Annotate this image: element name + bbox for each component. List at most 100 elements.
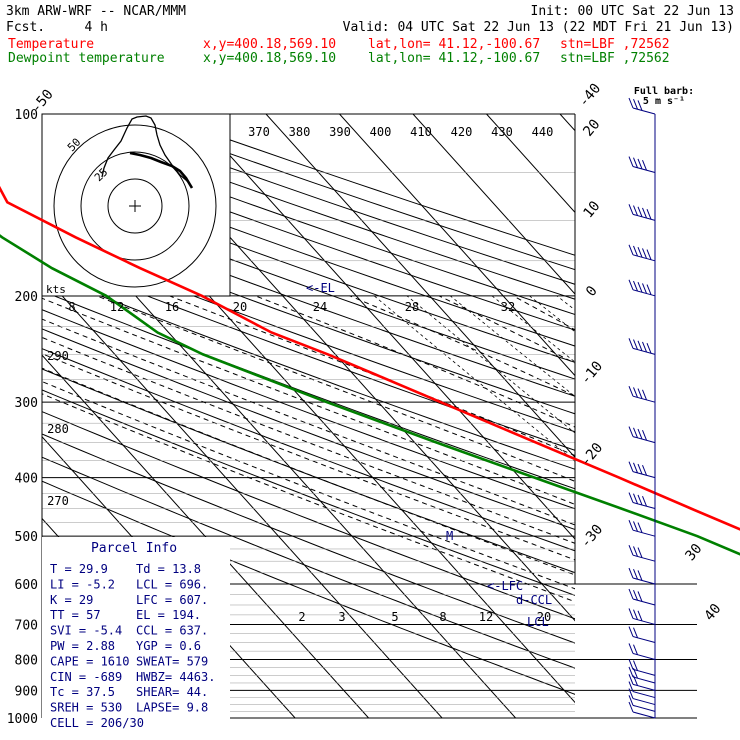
theta-left-label: 290 — [47, 349, 69, 363]
mixing-ratio-label: 8 — [68, 300, 75, 314]
wind-barb-flag — [642, 341, 647, 353]
mixing-ratio-label: 32 — [501, 300, 515, 314]
wind-barb — [628, 681, 656, 699]
wind-barb-shaft — [632, 166, 656, 174]
moist-adiabat-line — [169, 295, 575, 457]
wind-barb-flag — [637, 158, 643, 170]
parcel-row-right: Td = 13.8 — [136, 562, 201, 576]
wind-barb — [628, 97, 656, 115]
parcel-row-right: SHEAR= 44. — [136, 685, 208, 699]
wind-barb — [628, 244, 656, 262]
wind-barb — [628, 626, 656, 644]
isotherm-line — [707, 114, 740, 718]
wind-barb — [628, 279, 656, 297]
theta-label: 430 — [491, 125, 513, 139]
moist-adiabat-line — [42, 381, 575, 590]
parcel-row-right: EL = 194. — [136, 608, 201, 622]
temperature-profile-line — [0, 185, 740, 531]
wind-barb-shaft — [632, 347, 656, 355]
wind-barb-flag — [628, 461, 634, 472]
wind-barb-flag — [637, 282, 643, 293]
isotherm-label: 20 — [580, 117, 603, 140]
dewpoint-profile-line — [0, 234, 740, 556]
wind-barb-shaft — [632, 395, 656, 403]
moist-adiabat-line — [512, 295, 575, 331]
legend-temperature: Temperature — [8, 37, 94, 52]
isotherm-label: -40 — [576, 81, 605, 111]
wind-barb-flag — [637, 206, 643, 217]
wind-barb-flag — [637, 494, 643, 506]
wind-barb-flag — [637, 247, 643, 258]
mixing-ratio-label: 12 — [479, 610, 493, 624]
wind-barb-flag — [628, 338, 634, 349]
parcel-row-left: SREH = 530 — [50, 701, 122, 715]
wind-barb — [628, 643, 656, 660]
wind-barb-flag — [646, 249, 652, 260]
isotherm-label: -10 — [578, 358, 607, 388]
mixing-ratio-label: 2 — [298, 610, 305, 624]
parcel-row-right: SWEAT= 579 — [136, 654, 208, 668]
wind-barb-flag — [628, 567, 634, 579]
wind-barb — [628, 588, 656, 606]
wind-barb-flag — [628, 659, 634, 670]
parcel-row-left: LI = -5.2 — [50, 577, 115, 591]
parcel-title: Parcel Info — [91, 541, 177, 556]
wind-barb — [628, 688, 656, 706]
moist-adiabat-line — [438, 295, 575, 364]
wind-barb-flag — [628, 688, 634, 699]
mixing-ratio-label: 20 — [537, 610, 551, 624]
wind-barb — [628, 338, 656, 355]
isotherm-label: -20 — [578, 440, 607, 470]
wind-barb-flag — [637, 428, 643, 440]
wind-barb-flag — [637, 463, 643, 475]
wind-barb-flag — [642, 495, 647, 507]
wind-barb-flag — [633, 546, 638, 557]
mixing-ratio-label: 3 — [338, 610, 345, 624]
legend-temperature-latlon: lat,lon= 41.12,-100.67 — [368, 37, 540, 52]
pressure-label: 600 — [15, 578, 38, 593]
mixing-ratio-label: 28 — [405, 300, 419, 314]
valid-time: Valid: 04 UTC Sat 22 Jun 13 (22 MDT Fri … — [343, 20, 734, 35]
wind-barb-shaft — [632, 652, 656, 660]
pressure-label: 900 — [15, 684, 38, 699]
wind-barb-flag — [642, 248, 647, 259]
el-marker: <-EL — [306, 281, 335, 295]
wind-barb — [628, 695, 656, 712]
wind-barb-shaft — [632, 254, 656, 262]
legend-dewpoint-latlon: lat,lon= 41.12,-100.67 — [368, 51, 540, 66]
wind-barb-flag — [633, 521, 638, 532]
lfc-marker: <-LFC — [487, 579, 523, 593]
wind-barb-shaft — [632, 636, 656, 644]
isotherm-line — [265, 114, 575, 459]
wind-barb-shaft — [632, 691, 656, 699]
wind-barb-flag — [633, 462, 638, 474]
wind-barb-flag — [628, 608, 634, 619]
wind-barb — [628, 519, 656, 537]
wind-barb-flag — [633, 590, 638, 601]
mixing-ratio-label: 16 — [165, 300, 179, 314]
parcel-panel-background — [42, 537, 230, 729]
legend-temperature-stn: stn=LBF ,72562 — [560, 37, 670, 52]
mixing-ratio-line — [449, 295, 575, 397]
mixing-ratio-label: 8 — [439, 610, 446, 624]
pressure-label: 500 — [15, 530, 38, 545]
parcel-row-left: PW = 2.88 — [50, 639, 115, 653]
wind-barb — [628, 204, 656, 221]
parcel-row-left: T = 29.9 — [50, 562, 108, 576]
parcel-row-left: CAPE = 1610 — [50, 654, 129, 668]
wind-barb-flag — [646, 284, 652, 295]
wind-barb-flag — [628, 588, 634, 600]
hodograph: 50 25 kts — [41, 113, 231, 297]
mixing-ratio-label: 12 — [110, 300, 124, 314]
wind-barb-flag — [637, 591, 643, 602]
parcel-row-right: LAPSE= 9.8 — [136, 701, 208, 715]
parcel-row-right: LFC = 607. — [136, 593, 208, 607]
wind-barb-flag — [633, 280, 638, 292]
wind-barb-flag — [633, 569, 638, 580]
wind-barb-flag — [633, 609, 638, 620]
mixing-ratio-label: 24 — [313, 300, 327, 314]
wind-barb-shaft — [632, 711, 656, 719]
parcel-row-left: K = 29 — [50, 593, 93, 607]
